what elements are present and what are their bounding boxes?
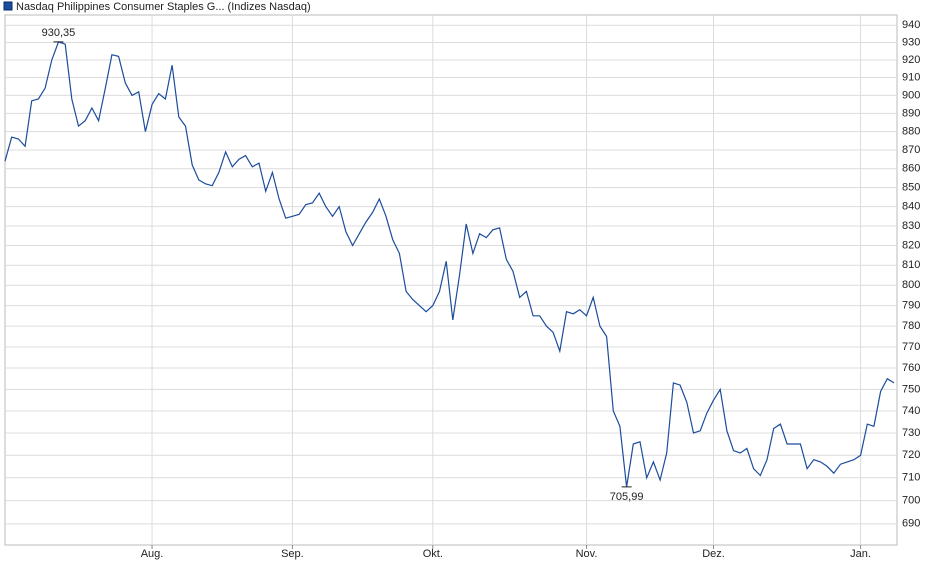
y-tick-label: 690: [902, 518, 920, 530]
y-tick-label: 920: [902, 54, 920, 66]
y-tick-label: 910: [902, 71, 920, 83]
x-tick-label: Jan.: [850, 548, 871, 560]
y-tick-label: 730: [902, 427, 920, 439]
y-tick-label: 860: [902, 163, 920, 175]
x-tick-label: Dez.: [702, 548, 725, 560]
value-label: 930,35: [42, 27, 76, 39]
y-tick-label: 720: [902, 449, 920, 461]
y-tick-label: 790: [902, 299, 920, 311]
x-tick-label: Sep.: [281, 548, 304, 560]
y-tick-label: 770: [902, 341, 920, 353]
y-tick-label: 940: [902, 19, 920, 31]
y-tick-label: 870: [902, 144, 920, 156]
x-tick-label: Nov.: [576, 548, 598, 560]
y-tick-label: 740: [902, 405, 920, 417]
y-tick-label: 900: [902, 89, 920, 101]
y-tick-label: 830: [902, 220, 920, 232]
x-tick-label: Okt.: [423, 548, 443, 560]
y-tick-label: 890: [902, 107, 920, 119]
y-tick-label: 800: [902, 279, 920, 291]
y-tick-label: 930: [902, 36, 920, 48]
y-tick-label: 750: [902, 383, 920, 395]
y-tick-label: 880: [902, 126, 920, 138]
legend-swatch: [3, 1, 13, 11]
y-tick-label: 760: [902, 362, 920, 374]
x-tick-label: Aug.: [141, 548, 164, 560]
y-tick-label: 820: [902, 239, 920, 251]
value-label: 705,99: [610, 491, 644, 503]
y-tick-label: 840: [902, 201, 920, 213]
y-tick-label: 700: [902, 495, 920, 507]
y-tick-label: 850: [902, 181, 920, 193]
y-tick-label: 710: [902, 472, 920, 484]
legend-label: Nasdaq Philippines Consumer Staples G...…: [16, 1, 311, 13]
y-tick-label: 780: [902, 320, 920, 332]
plot-area: [4, 14, 898, 546]
y-tick-label: 810: [902, 259, 920, 271]
series-line: [4, 41, 895, 487]
